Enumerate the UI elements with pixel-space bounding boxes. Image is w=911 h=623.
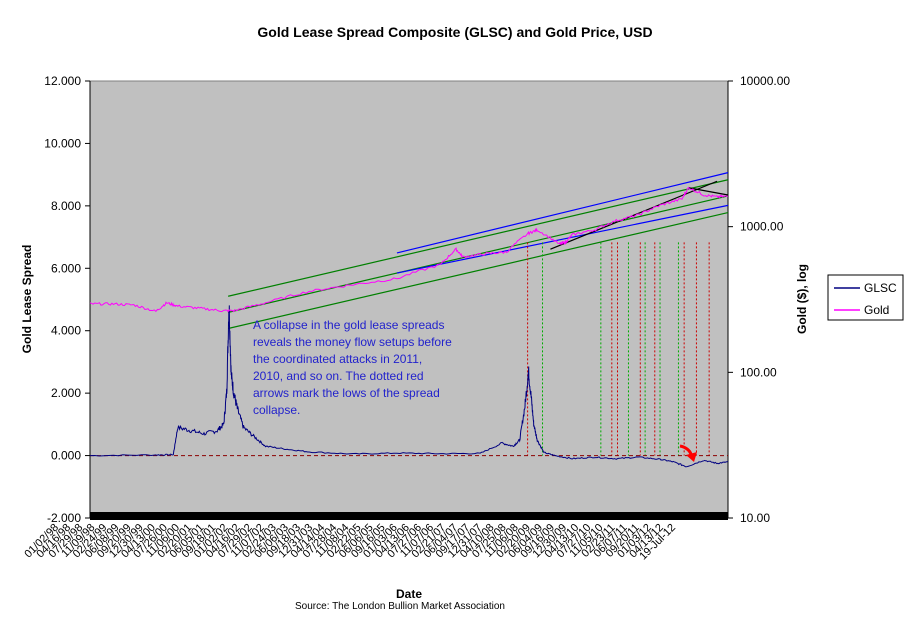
y-tick-label: 6.000: [51, 261, 81, 275]
legend: GLSC Gold: [827, 274, 904, 321]
series-line-gold: [89, 186, 729, 313]
annotation: A collapse in the gold lease spreads reve…: [253, 318, 452, 417]
chart-title: Gold Lease Spread Composite (GLSC) and G…: [257, 24, 652, 40]
y-axis-label: Gold Lease Spread: [20, 245, 34, 354]
y-tick-label: 0.000: [51, 449, 81, 463]
x-axis-label: Date: [396, 587, 422, 601]
legend-label-gold: Gold: [864, 303, 889, 317]
y2-axis-label: Gold ($), log: [795, 264, 809, 334]
annotation-line: reveals the money flow setups before: [253, 335, 452, 349]
source-note: Source: The London Bullion Market Associ…: [295, 601, 505, 612]
y-tick-label: 12.000: [44, 74, 81, 88]
y-tick-label: 8.000: [51, 199, 81, 213]
annotation-line: A collapse in the gold lease spreads: [253, 318, 444, 332]
y2-ticks: 10.00 100.00 1000.00 10000.00: [728, 74, 790, 525]
trend-line: [227, 211, 729, 330]
red-arrow-head-icon: [686, 452, 697, 462]
trend-line: [396, 204, 729, 274]
y-tick-label: 2.000: [51, 386, 81, 400]
series: [89, 186, 729, 468]
annotation-line: 2010, and so on. The dotted red: [253, 369, 424, 383]
y2-tick-label: 10000.00: [740, 74, 790, 88]
y-tick-label: 10.000: [44, 136, 81, 150]
dotted-vlines: [527, 242, 710, 456]
annotation-line: collapse.: [253, 403, 300, 417]
y-tick-label: 4.000: [51, 324, 81, 338]
trend-line: [396, 172, 729, 254]
y-ticks: -2.000 0.000 2.000 4.000 6.000 8.000 10.000 12.…: [44, 74, 90, 525]
trend-line: [227, 179, 729, 297]
y2-tick-label: 100.00: [740, 365, 777, 379]
y2-tick-label: 1000.00: [740, 220, 784, 234]
plot-floor-band: [90, 512, 728, 520]
series-line-glsc: [89, 305, 729, 468]
plot-area: [89, 80, 729, 519]
legend-box: [827, 274, 904, 321]
annotation-line: the coordinated attacks in 2011,: [253, 352, 422, 366]
trend-line: [550, 180, 718, 250]
y-tick-label: -2.000: [47, 511, 81, 525]
trend-line: [688, 187, 729, 196]
legend-label-glsc: GLSC: [864, 281, 897, 295]
annotation-line: arrows mark the lows of the spread: [253, 386, 440, 400]
y2-tick-label: 10.00: [740, 511, 770, 525]
x-ticks: 01/02/9804/16/9807/29/9811/09/9802/24/99…: [22, 522, 678, 563]
